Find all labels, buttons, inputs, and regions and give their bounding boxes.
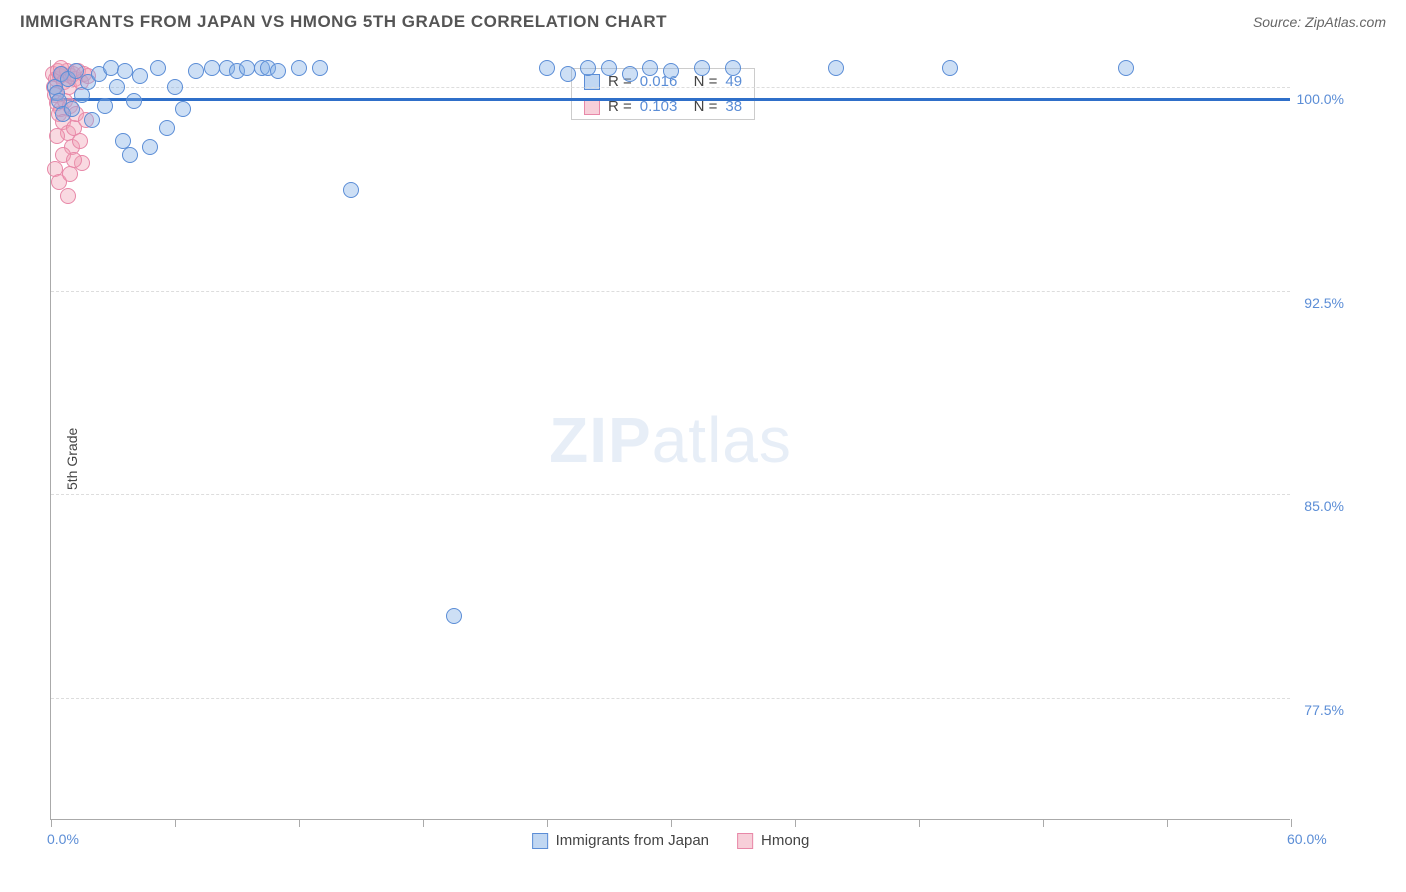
data-point-blue (694, 60, 710, 76)
data-point-blue (142, 139, 158, 155)
y-tick-label: 85.0% (1304, 498, 1344, 514)
data-point-pink (62, 166, 78, 182)
legend-label-pink: Hmong (761, 832, 809, 849)
x-tick-label: 0.0% (47, 831, 79, 847)
data-point-blue (159, 120, 175, 136)
data-point-blue (343, 182, 359, 198)
swatch-pink-icon (584, 99, 600, 115)
data-point-blue (109, 79, 125, 95)
data-point-blue (942, 60, 958, 76)
y-tick-label: 77.5% (1304, 702, 1344, 718)
data-point-pink (49, 128, 65, 144)
data-point-blue (84, 112, 100, 128)
data-point-pink (72, 133, 88, 149)
gridline (51, 494, 1290, 495)
trend-line-blue (51, 98, 1290, 101)
stat-n-label: N = (685, 98, 717, 115)
gridline (51, 291, 1290, 292)
y-tick-label: 100.0% (1297, 91, 1344, 107)
legend-item-pink: Hmong (737, 832, 809, 849)
legend-label-blue: Immigrants from Japan (556, 832, 709, 849)
x-tick (175, 819, 176, 827)
data-point-blue (725, 60, 741, 76)
x-tick (795, 819, 796, 827)
bottom-legend: Immigrants from Japan Hmong (532, 832, 810, 849)
plot-area: ZIPatlas R = 0.016 N = 49 R = 0.103 N = … (50, 60, 1290, 820)
data-point-blue (175, 101, 191, 117)
y-tick-label: 92.5% (1304, 295, 1344, 311)
data-point-blue (312, 60, 328, 76)
x-tick (1167, 819, 1168, 827)
data-point-blue (539, 60, 555, 76)
x-tick (423, 819, 424, 827)
swatch-blue-icon (532, 833, 548, 849)
gridline (51, 698, 1290, 699)
legend-item-blue: Immigrants from Japan (532, 832, 709, 849)
data-point-blue (126, 93, 142, 109)
x-tick (51, 819, 52, 827)
data-point-blue (560, 66, 576, 82)
x-tick (919, 819, 920, 827)
x-tick-label: 60.0% (1287, 831, 1327, 847)
x-tick (1291, 819, 1292, 827)
data-point-blue (622, 66, 638, 82)
swatch-pink-icon (737, 833, 753, 849)
stat-n-pink: 38 (725, 98, 742, 115)
stat-r-label: R = (608, 98, 632, 115)
data-point-blue (642, 60, 658, 76)
data-point-blue (1118, 60, 1134, 76)
data-point-blue (150, 60, 166, 76)
data-point-pink (60, 188, 76, 204)
data-point-blue (64, 101, 80, 117)
data-point-blue (291, 60, 307, 76)
data-point-blue (167, 79, 183, 95)
data-point-blue (188, 63, 204, 79)
x-tick (547, 819, 548, 827)
watermark: ZIPatlas (549, 403, 792, 477)
chart-title: IMMIGRANTS FROM JAPAN VS HMONG 5TH GRADE… (20, 12, 667, 32)
data-point-blue (663, 63, 679, 79)
x-tick (1043, 819, 1044, 827)
data-point-blue (103, 60, 119, 76)
x-tick (671, 819, 672, 827)
data-point-pink (66, 152, 82, 168)
data-point-blue (828, 60, 844, 76)
x-tick (299, 819, 300, 827)
data-point-blue (122, 147, 138, 163)
stat-r-pink: 0.103 (640, 98, 678, 115)
gridline (51, 87, 1290, 88)
data-point-blue (270, 63, 286, 79)
data-point-blue (97, 98, 113, 114)
correlation-stat-box: R = 0.016 N = 49 R = 0.103 N = 38 (571, 68, 755, 120)
data-point-blue (601, 60, 617, 76)
data-point-blue (446, 608, 462, 624)
data-point-blue (132, 68, 148, 84)
chart-area: 5th Grade ZIPatlas R = 0.016 N = 49 R = … (50, 60, 1350, 820)
chart-source: Source: ZipAtlas.com (1253, 14, 1386, 30)
data-point-blue (580, 60, 596, 76)
